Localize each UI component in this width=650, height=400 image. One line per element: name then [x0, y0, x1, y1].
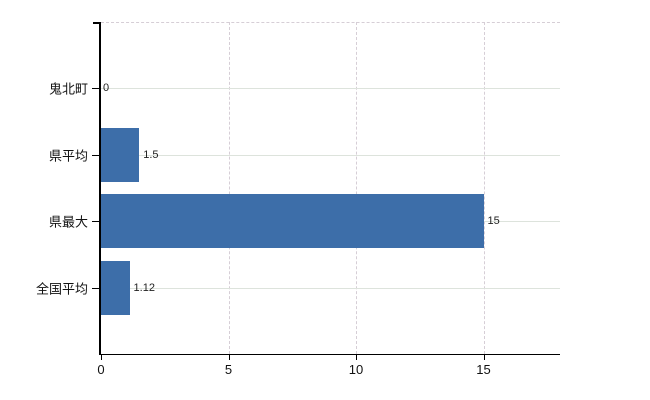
plot-area: 鬼北町 0 県平均 1.5 県最大 15 全国平均 1.12 0 5 10 15	[36, 22, 560, 377]
bar	[101, 194, 484, 249]
horizontal-gridline-row-1	[101, 154, 560, 156]
x-axis-tick-0	[101, 355, 102, 360]
vertical-gridline-15	[483, 22, 485, 354]
value-label: 0	[103, 82, 110, 95]
bar	[101, 127, 140, 182]
x-axis-tick-label: 5	[224, 362, 233, 377]
x-axis-tick-15	[483, 355, 485, 360]
vertical-gridline-5	[228, 22, 230, 354]
bar	[101, 260, 130, 315]
x-axis-tick-label: 15	[476, 362, 491, 377]
category-label: 鬼北町	[48, 81, 88, 97]
category-label: 県最大	[48, 214, 88, 230]
y-axis-tick-2	[92, 221, 99, 223]
horizontal-gridline-row-0	[101, 88, 560, 90]
y-axis-tick-3	[92, 287, 99, 289]
value-label: 1.5	[143, 148, 159, 161]
y-axis-line	[99, 22, 101, 354]
horizontal-gridline-row-3	[101, 287, 560, 289]
vertical-gridline-10	[356, 22, 357, 354]
x-axis-line	[99, 354, 560, 355]
y-axis-top-tick	[93, 22, 99, 24]
x-axis-tick-label: 0	[97, 362, 105, 377]
plot-top-border	[101, 22, 560, 23]
x-axis-tick-5	[228, 355, 230, 360]
y-axis-tick-0	[92, 88, 99, 90]
x-axis-tick-label: 10	[348, 362, 364, 377]
x-axis-tick-10	[356, 355, 357, 360]
value-label: 15	[487, 215, 500, 228]
category-label: 県平均	[48, 148, 88, 164]
value-label: 1.12	[133, 281, 155, 294]
y-axis-tick-1	[92, 154, 99, 156]
category-label: 全国平均	[35, 281, 88, 297]
